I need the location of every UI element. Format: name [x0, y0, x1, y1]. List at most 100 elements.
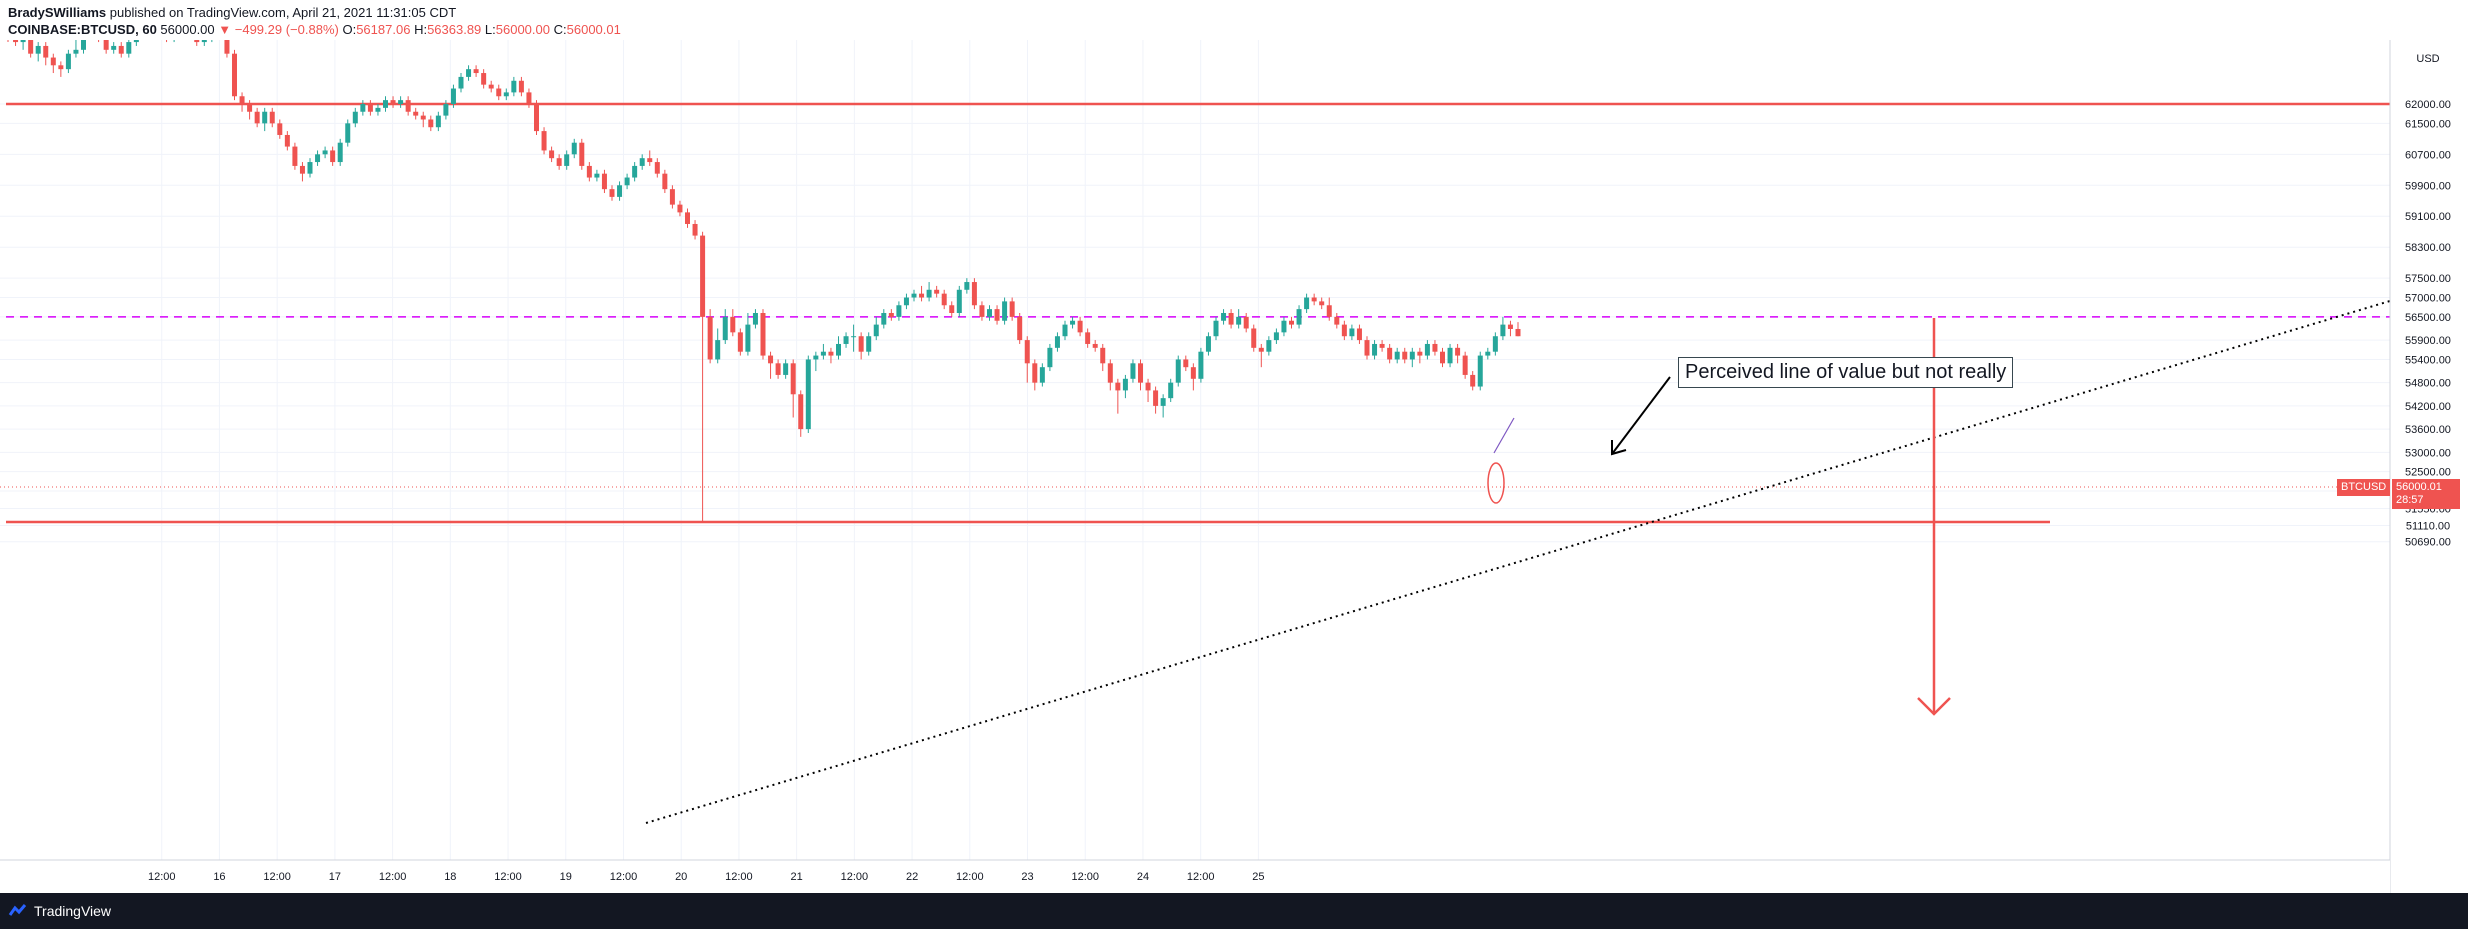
candle-body — [662, 173, 668, 190]
candle-body — [1054, 336, 1060, 348]
candle-body — [1447, 347, 1453, 364]
price-tick-label: 54200.00 — [2405, 401, 2451, 413]
candle-body — [722, 316, 728, 341]
candle-body — [43, 45, 49, 58]
candle-body — [488, 84, 494, 89]
candle-body — [926, 289, 932, 298]
chart-header: BradySWilliams published on TradingView.… — [0, 0, 2468, 40]
candle-body — [601, 173, 607, 190]
candle-body — [692, 223, 698, 236]
time-tick-label: 12:00 — [148, 871, 176, 883]
candle-body — [73, 49, 79, 54]
candle-body — [639, 158, 645, 166]
candle-body — [1402, 351, 1408, 360]
candle-body — [1175, 359, 1181, 383]
candle-body — [964, 282, 970, 290]
close-value: 56000.01 — [566, 22, 621, 37]
candle-body — [1289, 320, 1294, 325]
candle-body — [1341, 324, 1347, 337]
published-text: published on TradingView.com, April 21, … — [106, 5, 457, 20]
candle-body — [881, 313, 887, 325]
candle-body — [526, 92, 532, 104]
candle-body — [1168, 382, 1174, 399]
candle-body — [941, 293, 947, 306]
candle-body — [594, 173, 600, 178]
footer-bar: TradingView — [0, 893, 2468, 929]
target-arrow-head[interactable] — [1917, 697, 1951, 716]
author-name[interactable]: BradySWilliams — [8, 5, 107, 20]
candle-body — [745, 324, 751, 352]
candle-body — [1100, 347, 1106, 364]
horizontal-lines[interactable] — [0, 102, 2390, 524]
candle-body — [420, 115, 426, 120]
annotation-arrow-shaft[interactable] — [1611, 376, 1671, 455]
price-tick-label: 62000.00 — [2405, 99, 2451, 111]
price-tick-label: 56500.00 — [2405, 312, 2451, 324]
price-chart[interactable]: 62000.00 61500.00 60700.00 59900.00 59100.00… — [0, 40, 2468, 893]
time-tick-label: 12:00 — [1071, 871, 1099, 883]
small-pointer-arrow[interactable] — [1493, 417, 1515, 454]
candle-body — [1002, 301, 1008, 321]
time-tick-label: 24 — [1137, 871, 1149, 883]
candle-body — [790, 363, 796, 395]
price-tick-label: 50690.00 — [2405, 537, 2451, 549]
candle-body — [813, 355, 819, 360]
candle-body — [677, 204, 683, 213]
price-tick-label: 59900.00 — [2405, 180, 2451, 192]
candle-body — [654, 162, 660, 174]
candle-body — [1092, 343, 1098, 348]
last-price-tag: 56000.01 28:57 — [2392, 479, 2460, 509]
candle-body — [337, 142, 343, 163]
candle-countdown: 28:57 — [2396, 494, 2424, 506]
candle-body — [473, 69, 479, 74]
candle-body — [428, 119, 434, 128]
annotation-callout[interactable]: Perceived line of value but not really — [1678, 357, 2014, 388]
candle-body — [1017, 316, 1023, 341]
candle-body — [1334, 316, 1340, 325]
candle-body — [1236, 316, 1242, 325]
candle-body — [458, 76, 464, 89]
candle-body — [752, 313, 758, 325]
candle-body — [685, 212, 690, 224]
time-tick-label: 20 — [675, 871, 687, 883]
candle-body — [836, 343, 841, 356]
time-tick-label: 21 — [791, 871, 803, 883]
symbol-label[interactable]: COINBASE:BTCUSD, 60 — [8, 22, 157, 37]
candle-body — [828, 351, 834, 356]
candle-body — [1462, 355, 1468, 375]
candle-body — [1372, 343, 1378, 356]
candle-body — [1009, 301, 1015, 317]
candle-body — [737, 332, 743, 352]
candle-body — [232, 53, 237, 97]
time-tick-label: 17 — [329, 871, 341, 883]
candle-body — [269, 111, 275, 124]
candle-body — [1455, 347, 1461, 356]
candle-body — [1251, 328, 1257, 348]
candle-body — [1364, 340, 1370, 356]
candle-body — [35, 45, 41, 54]
grid — [0, 40, 2390, 860]
candle-body — [284, 134, 290, 147]
candle-body — [398, 100, 404, 104]
candle-body — [556, 158, 562, 166]
price-axis[interactable] — [2390, 40, 2468, 893]
candle-body — [1115, 382, 1121, 391]
price-tick-label: 55900.00 — [2405, 335, 2451, 347]
candle-body — [390, 100, 396, 104]
currency-label[interactable]: USD — [2416, 53, 2439, 65]
candle-body — [1387, 347, 1393, 360]
candle-body — [322, 150, 328, 155]
candle-body — [609, 189, 615, 197]
candle-body — [1024, 340, 1030, 364]
tradingview-brand[interactable]: TradingView — [34, 903, 112, 919]
candle-body — [1077, 320, 1083, 333]
candle-body — [1032, 363, 1038, 383]
time-axis[interactable] — [0, 860, 2390, 893]
highlight-ellipse[interactable] — [1487, 462, 1505, 504]
annotation-arrow-head[interactable] — [1611, 440, 1627, 456]
candle-body — [987, 309, 992, 317]
candle-body — [413, 111, 419, 116]
price-axis-labels: 62000.00 61500.00 60700.00 59900.00 59100.00… — [2405, 99, 2451, 549]
candle-body — [443, 104, 449, 116]
candle-body — [1379, 343, 1385, 348]
